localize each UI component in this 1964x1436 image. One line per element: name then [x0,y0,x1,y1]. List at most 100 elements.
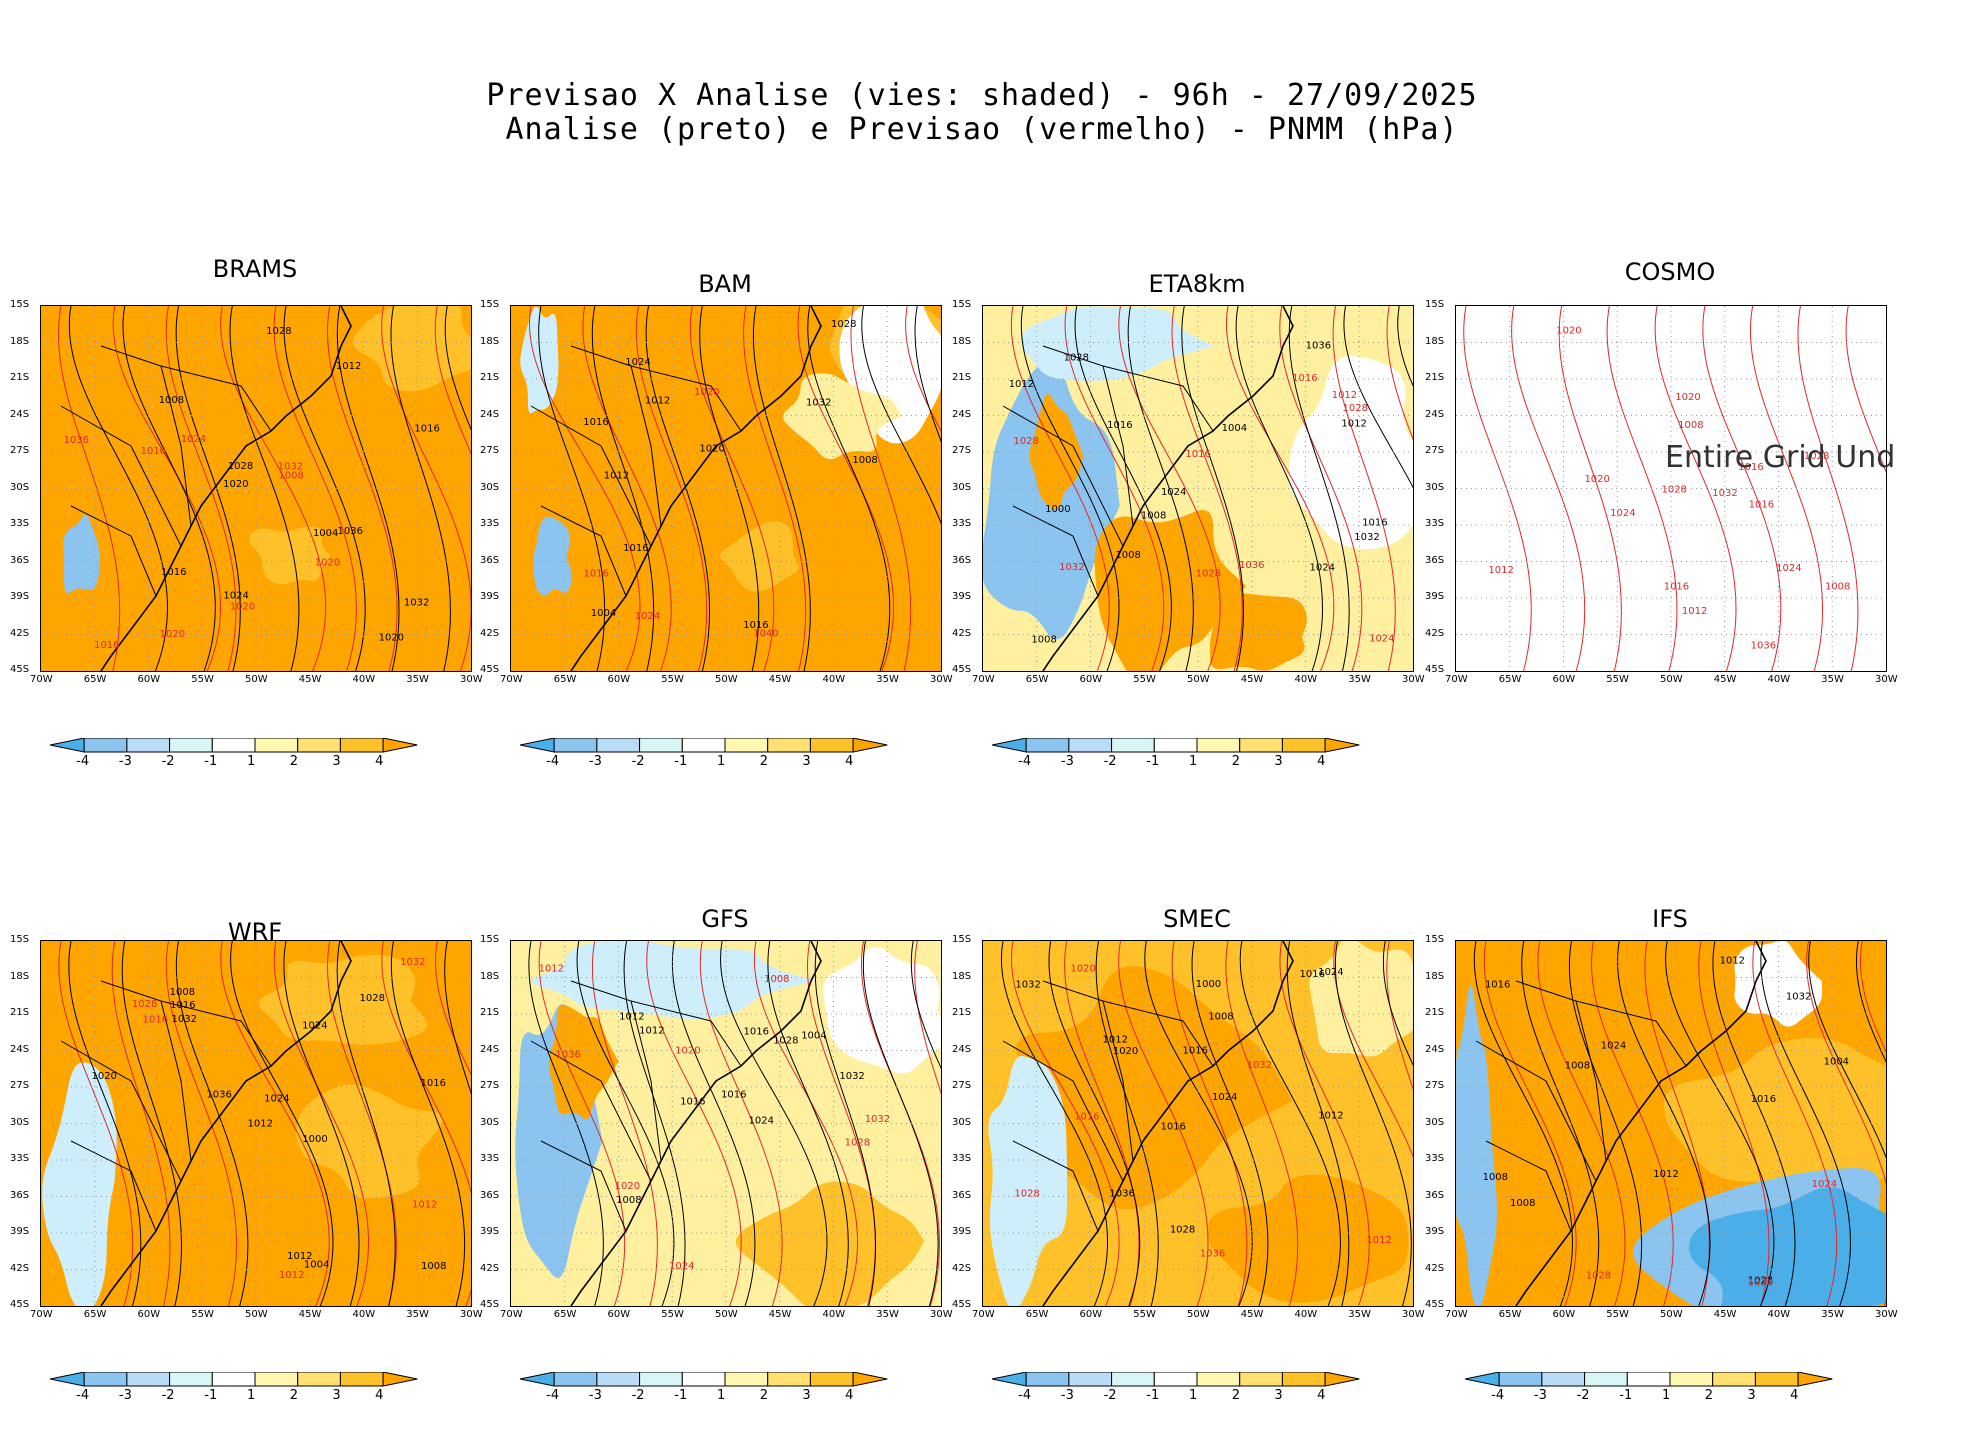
colorbar-label: -3 [118,754,132,769]
lat-tick-label: 27S [480,445,500,456]
lon-tick-label: 50W [245,674,268,685]
lon-tick-label: 40W [822,674,846,685]
colorbar-label: -3 [588,1388,602,1403]
political-border [160,1000,272,1067]
lat-tick-label: 30S [952,1116,972,1128]
colorbar-swatch [126,737,171,753]
map-canvas: 1016 1004 1012 1028 1008 1012 1016 1020 1032 1016… [511,306,941,671]
colorbar-label: 3 [1274,1388,1283,1403]
forecast-contour [1064,306,1165,671]
lat-tick-label: 39S [480,1226,500,1237]
forecast-contour [1806,941,1886,1306]
colorbar-swatch [724,1371,769,1387]
main-title: Previsao X Analise (vies: shaded) - 96h … [486,78,1478,113]
lon-tick-label: 30W [460,674,483,685]
colorbar-label: 4 [845,1388,854,1403]
colorbar-label: 3 [802,1388,811,1403]
lon-tick-label: 70W [500,1309,523,1320]
analysis-contour [1181,306,1245,671]
forecast-contour-label: 1012 [1332,390,1357,401]
analysis-contour-label: 1008 [421,1261,446,1272]
colorbar-swatch [1153,1371,1198,1387]
colorbar-swatch [1068,737,1113,753]
lat-tick-label: 24S [480,408,500,420]
lon-tick-label: 45W [298,1309,322,1320]
forecast-contour [1332,306,1396,671]
forecast-contour-label: 1020 [315,558,340,569]
political-border [1042,345,1134,527]
map-panel-gfs: 1016 1004 1024 1028 1012 1032 1008 1012 1016 1016… [510,940,942,1307]
lat-tick-label: 36S [1425,1189,1445,1201]
lat-tick-label: 18S [952,335,972,347]
analysis-contour [283,941,360,1306]
coastline [100,941,352,1306]
lat-tick-label: 15S [952,299,972,310]
colorbar-swatch [639,737,683,753]
lat-tick-label: 36S [480,554,500,566]
lon-tick-label: 70W [30,1309,53,1320]
lon-tick-label: 55W [661,1309,684,1320]
lat-tick-label: 15S [1425,934,1445,945]
map-canvas: 1004101610201024102810081012101610201032… [41,306,471,671]
colorbar-swatches [991,737,1360,753]
forecast-contour [1702,306,1782,671]
analysis-contour [444,941,471,1095]
forecast-contour-label: 1016 [1185,449,1210,460]
analysis-contour [1397,306,1413,387]
panel-title: SMEC [1163,905,1231,933]
forecast-contour-label: 1020 [1675,392,1700,403]
colorbar-swatch [1111,737,1155,753]
forecast-contour-label: 1028 [1342,403,1367,414]
colorbar-label: -4 [1018,754,1032,769]
lat-tick-label: 45S [10,664,30,675]
forecast-contour [914,941,941,1095]
lat-tick-label: 24S [1425,408,1445,420]
forecast-contour [743,306,807,671]
lon-tick-label: 55W [191,674,214,685]
colorbar-swatch [809,737,854,753]
analysis-contour [1095,941,1159,1306]
analysis-contour-label: 1004 [591,608,616,619]
lon-tick-label: 55W [1133,1309,1156,1320]
colorbar-swatch [1324,1371,1360,1387]
map-canvas: 1016 1012 1024 1008 1024 1028 1000 1012 1016 1032… [983,941,1413,1306]
analysis-contour-label: 1016 [583,417,608,428]
forecast-contour-label: 1020 [615,1181,640,1192]
colorbar-label: -2 [1103,1388,1117,1403]
colorbar-label: 1 [1189,1388,1198,1403]
forecast-contour-label: 1016 [1749,500,1774,511]
analysis-contour-label: 1012 [1009,379,1034,390]
analysis-contour [1144,941,1253,1306]
analysis-contour [68,941,142,1306]
lat-tick-label: 15S [10,934,30,945]
colorbar-swatch [339,1371,384,1387]
colorbar-label: 2 [1231,1388,1240,1403]
analysis-contour-label: 1008 [616,1195,641,1206]
lon-tick-label: 35W [406,674,429,685]
colorbar-label: 2 [1704,1388,1713,1403]
forecast-contour-label: 1024 [1369,633,1394,644]
analysis-contour [861,306,941,525]
forecast-contour-label: 1024 [1776,563,1801,574]
lon-tick-label: 65W [83,674,107,685]
lon-tick-label: 35W [1348,1309,1371,1320]
political-border [630,365,742,432]
lat-tick-label: 27S [952,1080,972,1091]
colorbar-label: -3 [1060,754,1074,769]
analysis-contour-label: 1016 [161,567,186,578]
analysis-contour [1665,941,1775,1306]
lon-tick-label: 50W [1187,674,1210,685]
analysis-contour-label: 1016 [1107,420,1132,431]
analysis-contour [1382,941,1413,1066]
lat-tick-label: 39S [10,591,30,602]
lon-tick-label: 30W [460,1309,483,1320]
analysis-contour [1760,941,1851,1306]
lat-tick-label: 21S [952,1007,972,1018]
lat-tick-label: 39S [1425,1226,1445,1237]
lat-tick-label: 33S [1425,1153,1445,1164]
lon-tick-label: 50W [1660,1309,1683,1320]
forecast-contour [1386,306,1413,441]
colorbar-swatch [553,737,598,753]
political-border [630,1000,742,1067]
analysis-contour-label: 1036 [338,526,363,537]
